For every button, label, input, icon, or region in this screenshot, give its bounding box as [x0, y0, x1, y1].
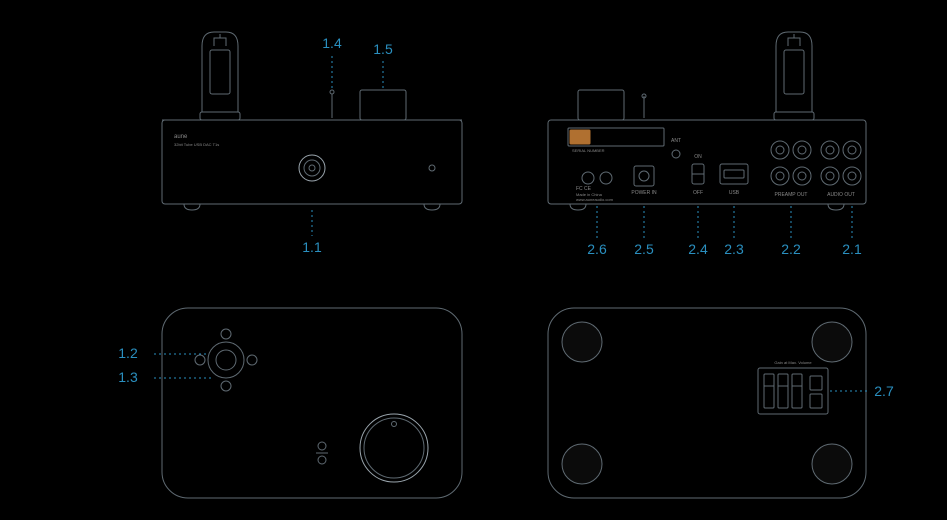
callout-1-1: 1.1 — [302, 239, 322, 255]
svg-text:ON: ON — [694, 154, 702, 160]
callout-1-2: 1.2 — [118, 345, 138, 361]
callout-2-6: 2.6 — [587, 241, 607, 257]
svg-text:OFF: OFF — [693, 190, 703, 196]
callout-2-4: 2.4 — [688, 241, 708, 257]
callout-2-1: 2.1 — [842, 241, 862, 257]
callout-2-2: 2.2 — [781, 241, 801, 257]
svg-text:aune: aune — [174, 134, 188, 140]
svg-text:www.auneaudio.com: www.auneaudio.com — [576, 197, 614, 202]
callout-1-4: 1.4 — [322, 35, 342, 51]
svg-text:POWER IN: POWER IN — [631, 190, 657, 196]
callout-2-7: 2.7 — [874, 383, 894, 399]
svg-text:AUDIO OUT: AUDIO OUT — [827, 192, 855, 198]
svg-text:SERIAL NUMBER: SERIAL NUMBER — [572, 148, 605, 153]
svg-text:ANT: ANT — [671, 138, 681, 144]
svg-text:USB: USB — [729, 190, 740, 196]
svg-text:32bit Tube USB DAC T1s: 32bit Tube USB DAC T1s — [174, 142, 219, 147]
svg-text:Gain at Max. Volume: Gain at Max. Volume — [774, 360, 812, 365]
callout-2-3: 2.3 — [724, 241, 744, 257]
callout-1-5: 1.5 — [373, 41, 393, 57]
callout-1-3: 1.3 — [118, 369, 138, 385]
svg-text:PREAMP OUT: PREAMP OUT — [775, 192, 808, 198]
callout-2-5: 2.5 — [634, 241, 654, 257]
